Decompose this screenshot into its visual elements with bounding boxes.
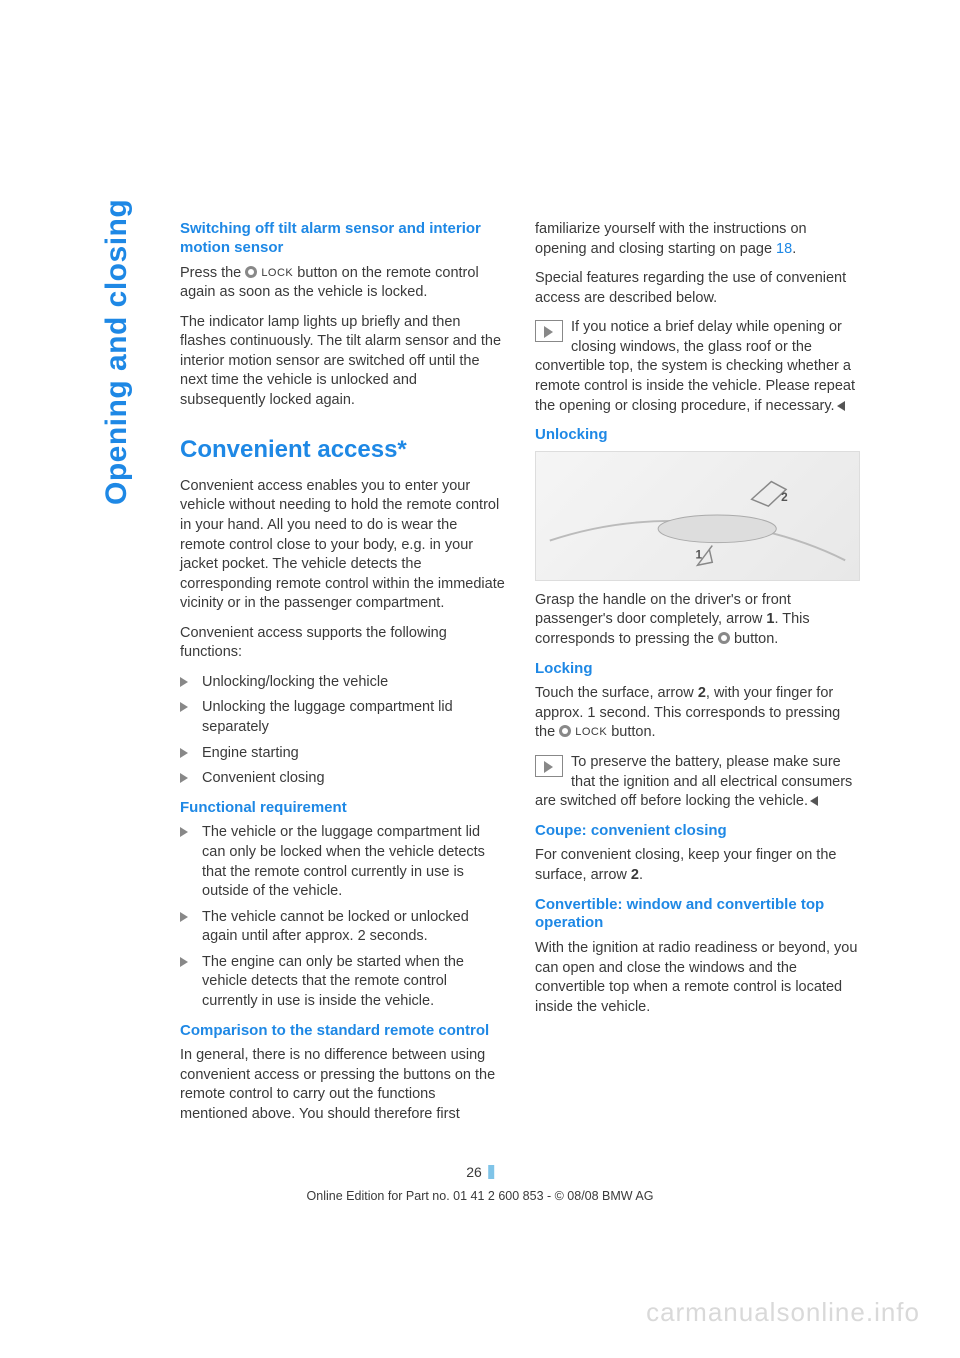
right-column: familiarize yourself with the instructio… <box>535 220 860 1135</box>
lock-circle-icon <box>245 266 257 278</box>
heading-coupe: Coupe: convenient closing <box>535 822 860 841</box>
list-text: The vehicle cannot be locked or unlocked… <box>202 909 469 945</box>
coupe-paragraph: For convenient closing, keep your finger… <box>535 846 860 885</box>
text: button. <box>607 724 655 740</box>
convtop-paragraph: With the ignition at radio readiness or … <box>535 939 860 1017</box>
note-icon <box>535 320 563 342</box>
list-item: Unlocking/locking the vehicle <box>180 673 505 693</box>
switch-paragraph-1: Press the LOCK button on the remote cont… <box>180 264 505 303</box>
bullet-icon <box>180 702 188 712</box>
heading-convenient-access: Convenient access* <box>180 434 505 466</box>
side-section-title: Opening and closing <box>100 199 134 505</box>
switch-paragraph-2: The indicator lamp lights up briefly and… <box>180 313 505 411</box>
heading-unlocking: Unlocking <box>535 426 860 445</box>
text: . <box>792 241 796 257</box>
top-paragraph-1: familiarize yourself with the instructio… <box>535 220 860 259</box>
list-item: The vehicle or the luggage compartment l… <box>180 823 505 901</box>
bullet-icon <box>180 677 188 687</box>
page-number: 26 <box>466 1164 494 1180</box>
bullet-icon <box>180 912 188 922</box>
note-block: To preserve the battery, please make sur… <box>535 753 860 812</box>
heading-comparison: Comparison to the standard remote contro… <box>180 1022 505 1041</box>
svg-text:1: 1 <box>696 547 703 561</box>
text: button. <box>730 631 778 647</box>
unlock-paragraph: Grasp the handle on the driver's or fron… <box>535 591 860 650</box>
end-marker-icon <box>837 401 845 411</box>
lock-label: LOCK <box>261 266 293 281</box>
text: Grasp the handle on the driver's or fron… <box>535 592 791 628</box>
text: For convenient closing, keep your finger… <box>535 847 836 883</box>
list-text: The engine can only be started when the … <box>202 954 464 1009</box>
page-number-bar <box>488 1165 494 1179</box>
arrow-number: 2 <box>698 685 706 701</box>
list-item: The vehicle cannot be locked or unlocked… <box>180 908 505 947</box>
bullet-icon <box>180 957 188 967</box>
list-item: Convenient closing <box>180 769 505 789</box>
arrow-number: 2 <box>631 867 639 883</box>
list-text: Unlocking/locking the vehicle <box>202 674 388 690</box>
lock-paragraph: Touch the surface, arrow 2, with your fi… <box>535 684 860 743</box>
left-column: Switching off tilt alarm sensor and inte… <box>180 220 505 1135</box>
lock-label: LOCK <box>575 725 607 740</box>
conv-paragraph-1: Convenient access enables you to enter y… <box>180 477 505 614</box>
conv-list: Unlocking/locking the vehicle Unlocking … <box>180 673 505 789</box>
end-marker-icon <box>810 796 818 806</box>
heading-functional-req: Functional requirement <box>180 799 505 818</box>
list-item: The engine can only be started when the … <box>180 953 505 1012</box>
list-text: Engine starting <box>202 745 299 761</box>
list-item: Engine starting <box>180 744 505 764</box>
list-text: Convenient closing <box>202 770 325 786</box>
heading-switch-off: Switching off tilt alarm sensor and inte… <box>180 220 505 258</box>
page-number-value: 26 <box>466 1164 488 1180</box>
bullet-icon <box>180 773 188 783</box>
bullet-icon <box>180 827 188 837</box>
footer-text: Online Edition for Part no. 01 41 2 600 … <box>307 1189 654 1203</box>
text: . <box>639 867 643 883</box>
top-paragraph-2: Special features regarding the use of co… <box>535 269 860 308</box>
list-text: The vehicle or the luggage compartment l… <box>202 824 485 899</box>
text: familiarize yourself with the instructio… <box>535 221 807 257</box>
list-item: Unlocking the luggage compartment lid se… <box>180 698 505 737</box>
lock-circle-icon <box>559 725 571 737</box>
comp-paragraph-1: In general, there is no difference betwe… <box>180 1046 505 1124</box>
list-text: Unlocking the luggage compartment lid se… <box>202 699 453 735</box>
heading-locking: Locking <box>535 660 860 679</box>
svg-text:2: 2 <box>781 490 788 504</box>
conv-paragraph-2: Convenient access supports the following… <box>180 624 505 663</box>
unlock-circle-icon <box>718 632 730 644</box>
note-text: To preserve the battery, please make sur… <box>535 754 852 809</box>
text: Press the <box>180 265 245 281</box>
note-block: If you notice a brief delay while openin… <box>535 318 860 416</box>
watermark: carmanualsonline.info <box>646 1297 920 1328</box>
page: Opening and closing Switching off tilt a… <box>0 0 960 1358</box>
note-icon <box>535 755 563 777</box>
bullet-icon <box>180 748 188 758</box>
note-text: If you notice a brief delay while openin… <box>535 319 855 413</box>
text: Touch the surface, arrow <box>535 685 698 701</box>
content-columns: Switching off tilt alarm sensor and inte… <box>180 220 860 1135</box>
page-link[interactable]: 18 <box>776 241 792 257</box>
heading-convertible: Convertible: window and convertible top … <box>535 896 860 934</box>
func-list: The vehicle or the luggage compartment l… <box>180 823 505 1011</box>
door-handle-illustration: 2 1 <box>535 451 860 581</box>
